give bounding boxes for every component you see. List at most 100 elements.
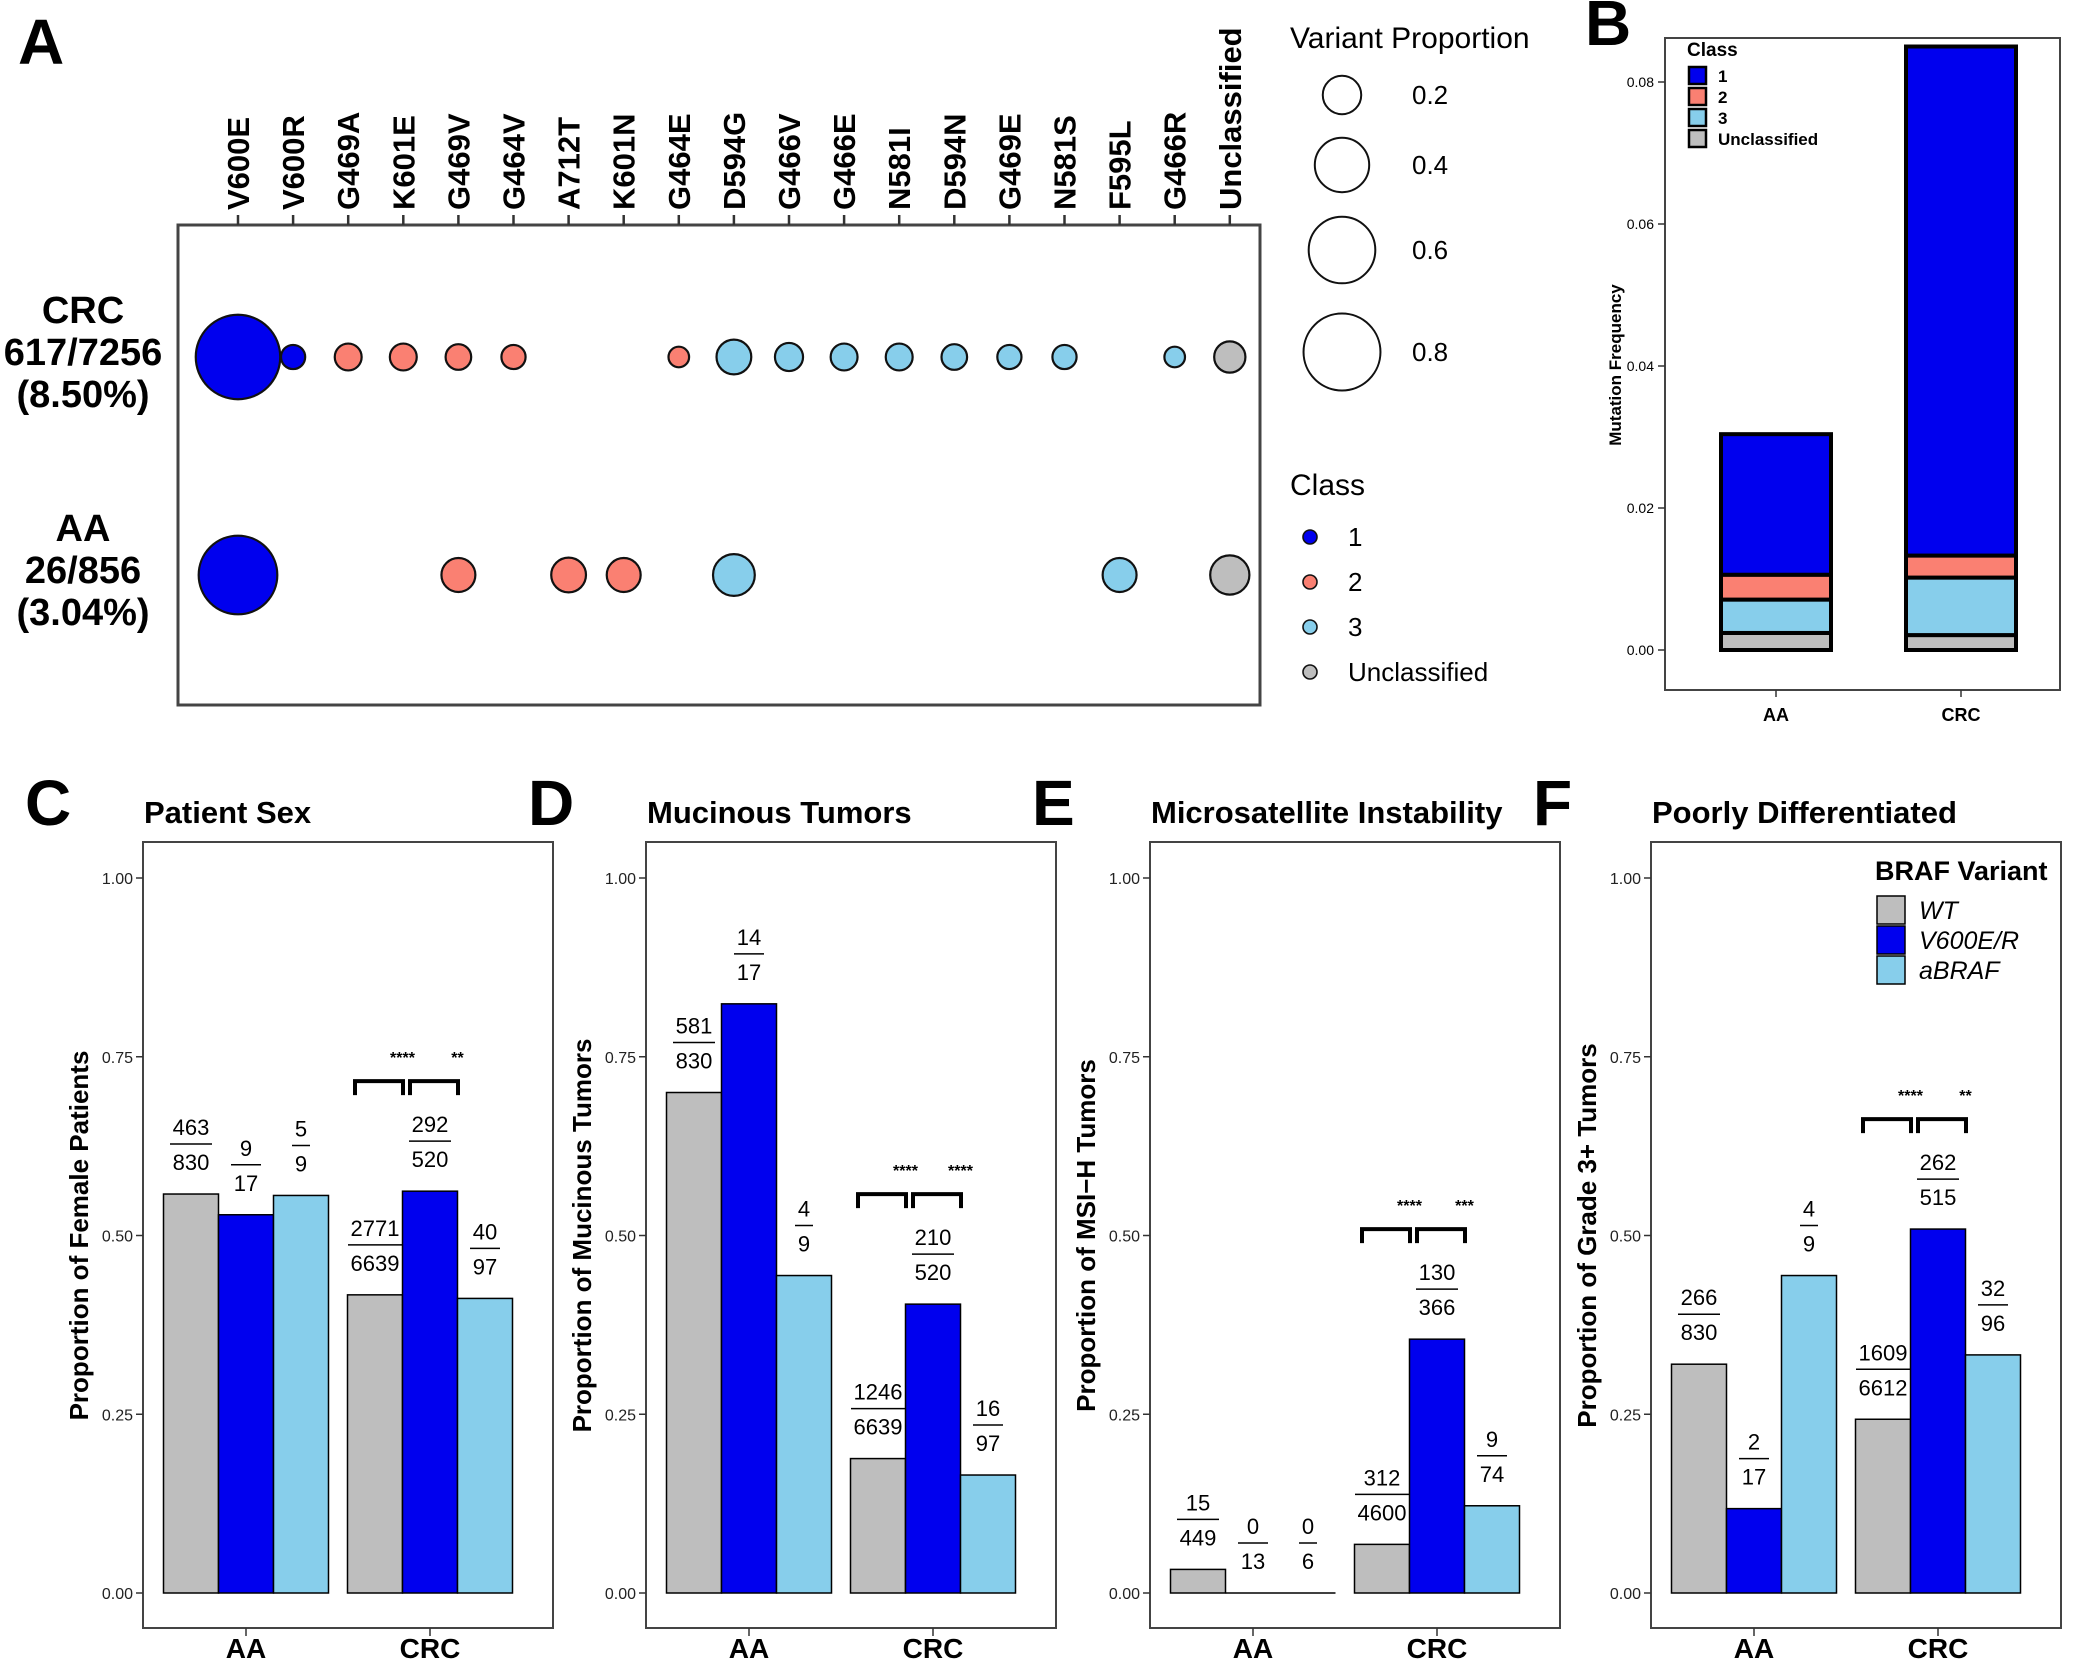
bar [959,1474,1017,1594]
fraction-numerator: 210 [915,1225,952,1250]
variant-dot [550,556,588,594]
f-legend-swatch [1876,895,1906,925]
variant-dot [333,342,363,372]
variant-dot [444,343,473,371]
fraction-denominator: 520 [412,1147,449,1172]
fraction-numerator: 1609 [1859,1340,1908,1365]
b-bar-segment [1904,44,2018,558]
fraction-numerator: 40 [473,1219,497,1244]
bar [162,1193,220,1594]
fraction-denominator: 366 [1419,1295,1456,1320]
significance-label: **** [948,1163,974,1180]
fraction-numerator: 0 [1247,1514,1259,1539]
y-axis-label: Proportion of Grade 3+ Tumors [1572,1043,1602,1428]
significance-label: **** [1898,1088,1924,1105]
f-legend-label: aBRAF [1919,957,2001,985]
bar [1169,1568,1227,1594]
y-tick-label: 1.00 [1109,871,1140,888]
variant-label: A712T [552,117,587,210]
panel-title: Microsatellite Instability [1151,795,1503,830]
variant-label: Unclassified [1213,27,1248,210]
variant-dot [711,553,756,597]
variant-dot [1209,554,1251,596]
b-category-label: AA [1763,705,1789,725]
variant-dot [279,343,307,371]
fraction-denominator: 97 [976,1431,1000,1456]
variant-dot [388,342,418,372]
size-legend-label: 0.2 [1412,80,1448,110]
fraction-numerator: 262 [1920,1150,1957,1175]
variant-label: V600E [221,117,256,210]
fraction-numerator: 14 [737,925,761,950]
fraction-denominator: 17 [737,960,761,985]
y-tick-label: 0.25 [1610,1407,1641,1424]
variant-label: G466E [827,113,862,210]
fraction-denominator: 830 [676,1049,713,1074]
bar [1725,1507,1783,1594]
class-legend-title: Class [1290,469,1365,502]
bar [1353,1543,1411,1594]
variant-label: G464E [662,113,697,210]
variant-label: D594G [717,112,752,210]
class-legend-dot [1302,574,1318,590]
size-legend-label: 0.6 [1412,235,1448,265]
size-legend-circle [1321,74,1363,116]
b-bar-segment [1719,572,1833,602]
b-category-label: CRC [1942,705,1981,725]
f-legend-swatch [1876,925,1906,955]
fraction-numerator: 32 [1981,1276,2005,1301]
y-tick-label: 0.25 [102,1407,133,1424]
y-axis-label: Proportion of Mucinous Tumors [567,1039,597,1433]
variant-dot [996,343,1023,371]
bar [1964,1354,2022,1594]
fraction-numerator: 581 [676,1014,713,1039]
category-label: CRC [1908,1633,1969,1664]
fraction-denominator: 9 [1803,1232,1815,1257]
variant-label: G469V [441,113,476,210]
y-tick-label: 0.25 [1109,1407,1140,1424]
bar [1408,1338,1466,1594]
class-legend-dot [1302,529,1318,545]
bar [849,1457,907,1594]
bar [1854,1418,1912,1594]
fraction-denominator: 6639 [351,1251,400,1276]
variant-dot [773,341,805,373]
fraction-denominator: 515 [1920,1185,1957,1210]
fraction-numerator: 9 [1486,1427,1498,1452]
fraction-denominator: 17 [234,1171,258,1196]
panel-title: Patient Sex [144,795,312,830]
row-count: 617/7256 [4,332,163,374]
variant-label: K601E [386,115,421,210]
fraction-numerator: 4 [1803,1197,1815,1222]
class-legend-label: 3 [1348,612,1362,642]
panel-e-letter: E [1032,767,1075,839]
b-legend-label: 1 [1718,67,1727,86]
variant-label: G469A [331,112,366,210]
fraction-denominator: 13 [1241,1549,1265,1574]
variant-dot [1163,345,1187,369]
size-legend-title: Variant Proportion [1290,22,1530,55]
significance-bracket [1415,1227,1467,1244]
variant-label: F595L [1103,120,1138,210]
class-legend-label: 1 [1348,522,1362,552]
bar [1780,1274,1838,1594]
fraction-numerator: 0 [1302,1514,1314,1539]
class-legend-dot [1302,664,1318,680]
variant-label: V600R [276,115,311,210]
variant-label: K601N [607,114,642,211]
significance-label: *** [1455,1198,1474,1215]
fraction-denominator: 6639 [854,1415,903,1440]
category-label: AA [1233,1633,1273,1664]
bar [401,1190,459,1594]
size-legend-circle [1313,136,1371,194]
y-tick-label: 0.00 [605,1586,636,1603]
y-axis-label: Proportion of Female Patients [64,1051,94,1421]
variant-dot [667,345,691,369]
category-label: CRC [903,1633,964,1664]
fraction-numerator: 1246 [854,1380,903,1405]
fraction-numerator: 2771 [351,1216,400,1241]
y-tick-label: 0.50 [1109,1229,1140,1246]
size-legend-label: 0.4 [1412,150,1448,180]
b-legend-label: 3 [1718,109,1727,128]
